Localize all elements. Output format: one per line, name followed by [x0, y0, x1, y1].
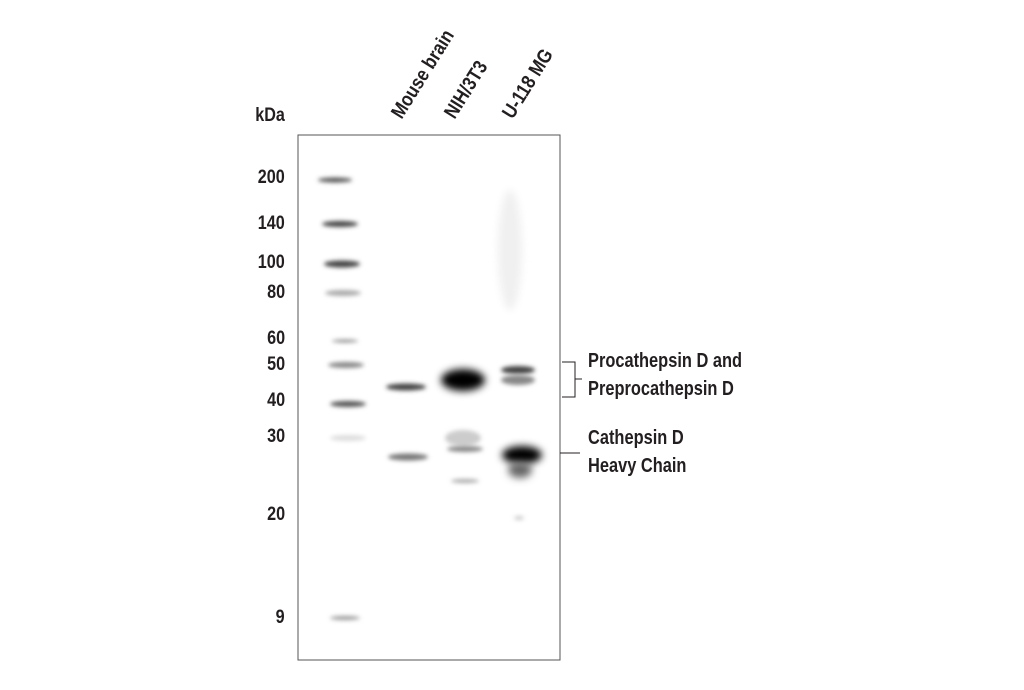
lane-mouse-brain — [386, 383, 428, 461]
marker-40: 40 — [267, 390, 285, 411]
lane-u118mg — [498, 190, 542, 520]
annotation-lines — [560, 361, 582, 454]
blot-frame — [297, 134, 561, 661]
marker-50: 50 — [267, 354, 285, 375]
kda-label: kDa — [255, 105, 285, 126]
marker-80: 80 — [267, 282, 285, 303]
marker-200: 200 — [258, 167, 285, 188]
ladder-lane — [318, 177, 366, 620]
annotation-cathepsin-d: Cathepsin D — [588, 427, 684, 449]
annotation-procathepsin: Procathepsin D and — [588, 350, 743, 372]
lane-nih-3t3 — [441, 369, 485, 483]
annotation-heavy-chain: Heavy Chain — [588, 455, 687, 477]
marker-20: 20 — [267, 504, 285, 525]
marker-9: 9 — [276, 607, 285, 628]
marker-30: 30 — [267, 426, 285, 447]
annotation-preprocathepsin: Preprocathepsin D — [588, 378, 734, 400]
marker-60: 60 — [267, 328, 285, 349]
marker-140: 140 — [258, 213, 285, 234]
marker-100: 100 — [258, 252, 285, 273]
